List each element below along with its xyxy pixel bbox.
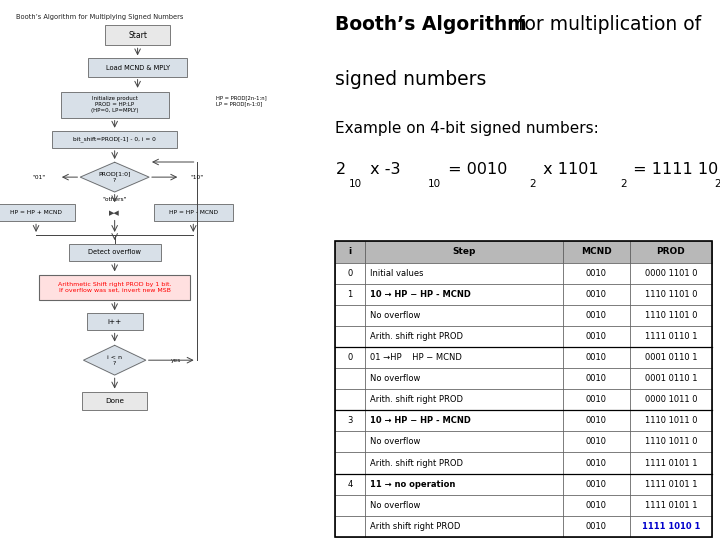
Polygon shape	[84, 346, 145, 375]
Text: Booth’s Algorithm for Multiplying Signed Numbers: Booth’s Algorithm for Multiplying Signed…	[17, 14, 184, 19]
Text: No overflow: No overflow	[369, 501, 420, 510]
Text: No overflow: No overflow	[369, 311, 420, 320]
Bar	[630, 431, 712, 453]
Bar	[336, 495, 365, 516]
Text: 1111 0101 1: 1111 0101 1	[644, 480, 697, 489]
Bar	[365, 431, 563, 453]
Bar	[336, 410, 365, 431]
Text: = 0010: = 0010	[444, 162, 508, 177]
Bar	[336, 326, 365, 347]
Text: Step: Step	[452, 247, 476, 256]
Bar	[563, 284, 630, 305]
Text: Arith. shift right PROD: Arith. shift right PROD	[369, 395, 462, 404]
Text: 2: 2	[714, 179, 720, 188]
Bar	[336, 453, 365, 474]
Text: 10: 10	[349, 179, 362, 188]
Text: 0010: 0010	[586, 289, 607, 299]
Text: Booth’s Algorithm: Booth’s Algorithm	[336, 15, 527, 33]
Bar	[630, 284, 712, 305]
Bar	[563, 516, 630, 537]
Text: 0: 0	[348, 268, 353, 278]
Text: 1110 1011 0: 1110 1011 0	[644, 437, 697, 447]
Text: 3: 3	[348, 416, 353, 426]
Bar	[154, 204, 233, 221]
Text: 0000 1011 0: 0000 1011 0	[644, 395, 697, 404]
Text: 1: 1	[348, 289, 353, 299]
Bar	[630, 516, 712, 537]
Text: 0010: 0010	[586, 416, 607, 426]
Bar	[89, 58, 186, 77]
Text: Initial values: Initial values	[369, 268, 423, 278]
Text: x -3: x -3	[365, 162, 400, 177]
Bar	[336, 368, 365, 389]
Bar	[336, 241, 365, 262]
Bar	[630, 326, 712, 347]
Bar	[563, 368, 630, 389]
Text: Done: Done	[105, 397, 124, 404]
Bar	[365, 368, 563, 389]
Bar	[630, 347, 712, 368]
Text: 0010: 0010	[586, 353, 607, 362]
Bar	[365, 284, 563, 305]
Bar	[82, 392, 148, 410]
Text: No overflow: No overflow	[369, 437, 420, 447]
Text: 0: 0	[348, 353, 353, 362]
Text: = 1111 1010: = 1111 1010	[628, 162, 720, 177]
Bar	[563, 305, 630, 326]
Bar	[365, 305, 563, 326]
Bar	[365, 453, 563, 474]
Text: x 1101: x 1101	[538, 162, 598, 177]
Text: yes: yes	[171, 357, 181, 363]
Text: 10 → HP − HP - MCND: 10 → HP − HP - MCND	[369, 416, 470, 426]
Text: 01 →HP    HP − MCND: 01 →HP HP − MCND	[369, 353, 462, 362]
Bar	[60, 92, 168, 118]
Text: PROD: PROD	[657, 247, 685, 256]
Bar	[69, 244, 161, 261]
Text: Arith shift right PROD: Arith shift right PROD	[369, 522, 460, 531]
Bar	[563, 262, 630, 284]
Bar	[336, 262, 365, 284]
Bar	[365, 389, 563, 410]
Text: Arithmetic Shift right PROD by 1 bit.
If overflow was set, invert new MSB: Arithmetic Shift right PROD by 1 bit. If…	[58, 282, 171, 293]
Text: 1110 1011 0: 1110 1011 0	[644, 416, 697, 426]
Text: "others": "others"	[102, 197, 127, 202]
Bar	[563, 495, 630, 516]
Bar	[630, 474, 712, 495]
Text: i < n
?: i < n ?	[107, 355, 122, 366]
Text: HP = HP - MCND: HP = HP - MCND	[168, 210, 217, 215]
Text: 4: 4	[348, 480, 353, 489]
Bar	[53, 131, 177, 148]
Text: 2: 2	[530, 179, 536, 188]
Bar	[365, 262, 563, 284]
Text: HP = HP + MCND: HP = HP + MCND	[10, 210, 62, 215]
Bar	[336, 284, 365, 305]
Bar	[630, 368, 712, 389]
Text: 0010: 0010	[586, 374, 607, 383]
Text: 10 → HP − HP - MCND: 10 → HP − HP - MCND	[369, 289, 470, 299]
Text: ▶◀: ▶◀	[109, 210, 120, 216]
Text: 0010: 0010	[586, 458, 607, 468]
Text: 0001 0110 1: 0001 0110 1	[644, 353, 697, 362]
Bar	[336, 305, 365, 326]
Bar	[105, 25, 171, 45]
Text: 0010: 0010	[586, 268, 607, 278]
Bar	[87, 313, 143, 330]
Text: MCND: MCND	[581, 247, 612, 256]
Bar	[630, 262, 712, 284]
Bar	[630, 410, 712, 431]
Text: 0010: 0010	[586, 522, 607, 531]
Text: 0010: 0010	[586, 332, 607, 341]
Text: 1110 1101 0: 1110 1101 0	[644, 311, 697, 320]
Bar	[630, 241, 712, 262]
Bar	[563, 389, 630, 410]
Text: i: i	[348, 247, 352, 256]
Text: "01": "01"	[32, 174, 46, 180]
Bar	[365, 516, 563, 537]
Text: bit_shift=PROD[-1] - 0, i = 0: bit_shift=PROD[-1] - 0, i = 0	[73, 137, 156, 142]
Text: 11 → no operation: 11 → no operation	[369, 480, 455, 489]
Bar	[365, 347, 563, 368]
Text: i++: i++	[107, 319, 122, 325]
Text: PROD[1:0]
?: PROD[1:0] ?	[99, 172, 131, 183]
Bar	[563, 347, 630, 368]
Text: Example on 4-bit signed numbers:: Example on 4-bit signed numbers:	[336, 122, 599, 137]
